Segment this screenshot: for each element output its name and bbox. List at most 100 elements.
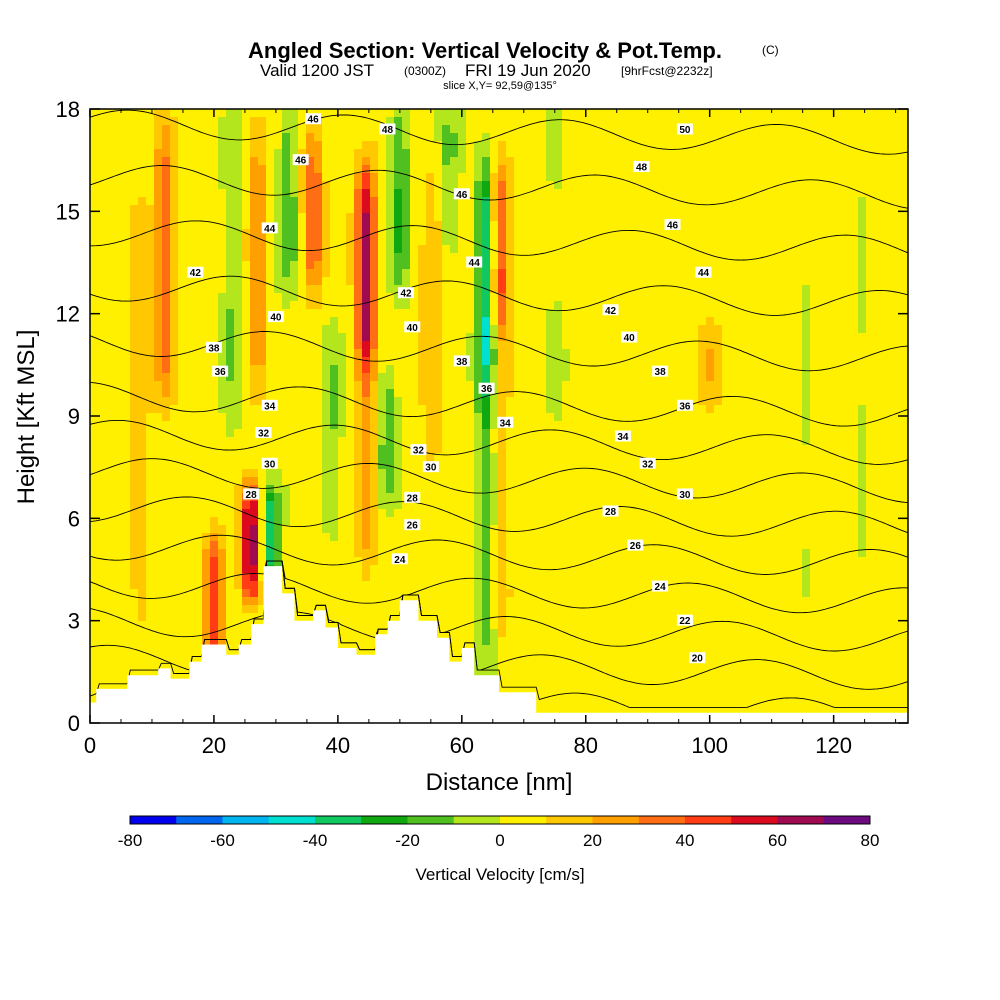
heatmap-cell	[642, 421, 651, 430]
heatmap-cell	[226, 125, 235, 134]
heatmap-cell	[578, 181, 587, 190]
heatmap-cell	[762, 341, 771, 350]
heatmap-cell	[674, 293, 683, 302]
heatmap-cell	[762, 165, 771, 174]
heatmap-cell	[858, 317, 867, 326]
heatmap-cell	[458, 173, 467, 182]
heatmap-cell	[114, 125, 123, 134]
heatmap-cell	[538, 293, 547, 302]
heatmap-cell	[186, 181, 195, 190]
heatmap-cell	[538, 125, 547, 134]
heatmap-cell	[418, 237, 427, 246]
heatmap-cell	[858, 453, 867, 462]
heatmap-cell	[170, 413, 179, 422]
heatmap-cell	[802, 149, 811, 158]
heatmap-cell	[866, 173, 875, 182]
heatmap-cell	[458, 397, 467, 406]
heatmap-cell	[338, 485, 347, 494]
heatmap-cell	[426, 165, 435, 174]
heatmap-cell	[146, 341, 155, 350]
heatmap-cell	[186, 445, 195, 454]
heatmap-cell	[394, 333, 403, 342]
heatmap-cell	[290, 109, 299, 118]
heatmap-cell	[434, 389, 443, 398]
heatmap-cell	[634, 205, 643, 214]
heatmap-cell	[186, 133, 195, 142]
heatmap-cell	[274, 341, 283, 350]
heatmap-cell	[322, 117, 331, 126]
heatmap-cell	[706, 349, 715, 358]
heatmap-cell	[378, 173, 387, 182]
heatmap-cell	[298, 229, 307, 238]
heatmap-cell	[218, 213, 227, 222]
heatmap-cell	[130, 429, 139, 438]
heatmap-cell	[834, 445, 843, 454]
heatmap-cell	[514, 485, 523, 494]
heatmap-cell	[354, 477, 363, 486]
heatmap-cell	[90, 245, 99, 254]
heatmap-cell	[698, 165, 707, 174]
heatmap-cell	[890, 341, 899, 350]
heatmap-cell	[874, 253, 883, 262]
heatmap-cell	[434, 157, 443, 166]
heatmap-cell	[690, 277, 699, 286]
heatmap-cell	[202, 277, 211, 286]
heatmap-cell	[450, 173, 459, 182]
heatmap-cell	[130, 253, 139, 262]
heatmap-cell	[394, 205, 403, 214]
heatmap-cell	[306, 173, 315, 182]
heatmap-cell	[434, 125, 443, 134]
heatmap-cell	[346, 333, 355, 342]
heatmap-cell	[378, 317, 387, 326]
heatmap-cell	[802, 245, 811, 254]
heatmap-cell	[890, 245, 899, 254]
heatmap-cell	[402, 357, 411, 366]
heatmap-cell	[530, 237, 539, 246]
heatmap-cell	[106, 469, 115, 478]
heatmap-cell	[250, 309, 259, 318]
heatmap-cell	[434, 285, 443, 294]
heatmap-cell	[434, 229, 443, 238]
heatmap-cell	[586, 141, 595, 150]
heatmap-cell	[442, 269, 451, 278]
heatmap-cell	[586, 245, 595, 254]
heatmap-cell	[354, 261, 363, 270]
heatmap-cell	[498, 453, 507, 462]
heatmap-cell	[402, 277, 411, 286]
heatmap-cell	[794, 229, 803, 238]
heatmap-cell	[570, 213, 579, 222]
heatmap-cell	[354, 301, 363, 310]
heatmap-cell	[794, 413, 803, 422]
heatmap-cell	[778, 357, 787, 366]
heatmap-cell	[90, 229, 99, 238]
heatmap-cell	[370, 333, 379, 342]
heatmap-cell	[786, 317, 795, 326]
heatmap-cell	[874, 357, 883, 366]
heatmap-cell	[714, 229, 723, 238]
heatmap-cell	[778, 469, 787, 478]
heatmap-cell	[554, 125, 563, 134]
heatmap-cell	[450, 109, 459, 118]
heatmap-cell	[338, 453, 347, 462]
heatmap-cell	[146, 141, 155, 150]
heatmap-cell	[570, 157, 579, 166]
heatmap-cell	[242, 181, 251, 190]
heatmap-cell	[330, 245, 339, 254]
heatmap-cell	[98, 461, 107, 470]
heatmap-cell	[882, 229, 891, 238]
heatmap-cell	[146, 365, 155, 374]
heatmap-cell	[474, 229, 483, 238]
heatmap-cell	[258, 381, 267, 390]
heatmap-cell	[650, 301, 659, 310]
heatmap-cell	[674, 237, 683, 246]
heatmap-cell	[650, 245, 659, 254]
heatmap-cell	[746, 421, 755, 430]
heatmap-cell	[666, 405, 675, 414]
heatmap-cell	[722, 357, 731, 366]
heatmap-cell	[906, 117, 908, 126]
heatmap-cell	[330, 397, 339, 406]
heatmap-cell	[98, 477, 107, 486]
heatmap-cell	[450, 317, 459, 326]
heatmap-cell	[650, 221, 659, 230]
heatmap-cell	[810, 285, 819, 294]
